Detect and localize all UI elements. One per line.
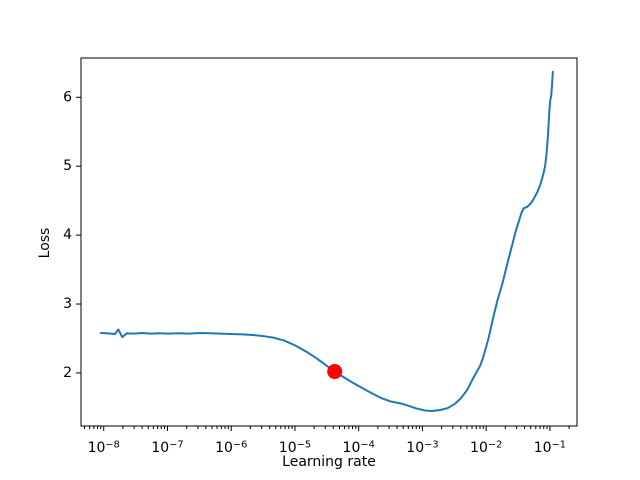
y-tick-label: 4 xyxy=(63,227,72,243)
y-tick-label: 5 xyxy=(63,158,72,174)
y-tick-label: 6 xyxy=(63,89,72,105)
y-tick-label: 2 xyxy=(63,365,72,381)
x-tick-label: 10−7 xyxy=(151,440,183,457)
x-axis-label: Learning rate xyxy=(282,454,376,470)
x-tick-label: 10−6 xyxy=(215,440,247,457)
x-tick-label: 10−5 xyxy=(279,440,311,457)
axes-frame xyxy=(80,57,578,427)
plot-area: 10−8 10−7 10−6 10−5 10−4 10−3 10−2 10−1 2 3 4 5 6 xyxy=(63,57,578,457)
x-tick-label: 10−4 xyxy=(343,440,375,457)
x-tick-label: 10−2 xyxy=(470,440,502,457)
suggested-lr-point xyxy=(327,364,343,380)
x-tick-label: 10−8 xyxy=(88,440,120,457)
loss-curve xyxy=(99,70,554,412)
y-axis-label: Loss xyxy=(37,228,53,259)
x-tick-label: 10−3 xyxy=(406,440,438,457)
y-tick-label: 3 xyxy=(63,296,72,312)
x-tick-label: 10−1 xyxy=(534,440,566,457)
